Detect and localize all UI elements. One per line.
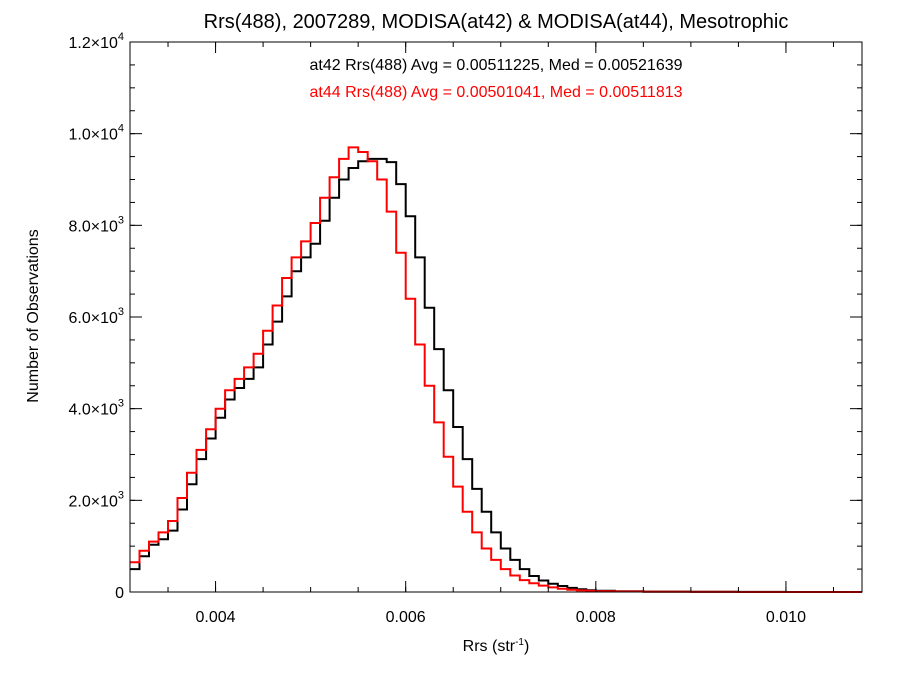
series-line-at44: [130, 146, 862, 593]
y-tick-label: 0: [115, 585, 124, 602]
x-axis-label: Rrs (str-1): [463, 637, 530, 655]
x-tick-label: 0.008: [576, 609, 616, 626]
plot-frame: [129, 41, 863, 593]
series-group: [130, 146, 862, 593]
y-tick-label: 1.0×104: [68, 123, 124, 144]
y-axis-label: Number of Observations: [25, 229, 42, 402]
x-tick-label: 0.006: [386, 609, 426, 626]
y-tick-label: 2.0×103: [68, 489, 124, 510]
y-tick-label: 8.0×103: [68, 214, 124, 235]
series-line-at42: [130, 157, 862, 593]
y-tick-label: 1.2×104: [68, 31, 124, 52]
annotation-group: at42 Rrs(488) Avg = 0.00511225, Med = 0.…: [309, 57, 682, 101]
x-axis-label-superscript: -1: [515, 637, 524, 648]
y-tick-label: 6.0×103: [68, 306, 124, 327]
x-axis-label-base: Rrs (str: [463, 638, 516, 655]
annotation-1: at42 Rrs(488) Avg = 0.00511225, Med = 0.…: [309, 57, 682, 74]
y-tick-label: 4.0×103: [68, 398, 124, 419]
annotation-2: at44 Rrs(488) Avg = 0.00501041, Med = 0.…: [309, 84, 682, 101]
x-tick-label: 0.004: [196, 609, 236, 626]
x-axis: 0.004 0.006 0.008 0.010: [167, 42, 834, 626]
x-tick-label: 0.010: [766, 609, 806, 626]
chart-title: Rrs(488), 2007289, MODISA(at42) & MODISA…: [204, 11, 789, 33]
x-axis-label-close: ): [524, 638, 529, 655]
y-axis: 0 2.0×103 4.0×103 6.0×103 8.0×103 1.0×104 1.2×…: [68, 31, 862, 602]
